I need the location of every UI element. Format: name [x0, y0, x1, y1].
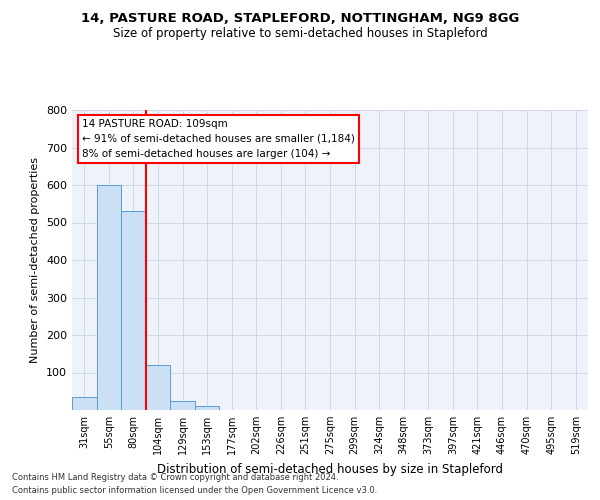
Bar [72, 397, 97, 410]
Bar [97, 185, 121, 410]
Text: 14, PASTURE ROAD, STAPLEFORD, NOTTINGHAM, NG9 8GG: 14, PASTURE ROAD, STAPLEFORD, NOTTINGHAM… [81, 12, 519, 26]
Text: 14 PASTURE ROAD: 109sqm
← 91% of semi-detached houses are smaller (1,184)
8% of : 14 PASTURE ROAD: 109sqm ← 91% of semi-de… [82, 119, 355, 158]
Y-axis label: Number of semi-detached properties: Number of semi-detached properties [31, 157, 40, 363]
Text: Size of property relative to semi-detached houses in Stapleford: Size of property relative to semi-detach… [113, 28, 487, 40]
Bar [195, 406, 220, 410]
Bar [146, 365, 170, 410]
Text: Contains public sector information licensed under the Open Government Licence v3: Contains public sector information licen… [12, 486, 377, 495]
Bar [121, 211, 146, 410]
Text: Contains HM Land Registry data © Crown copyright and database right 2024.: Contains HM Land Registry data © Crown c… [12, 474, 338, 482]
X-axis label: Distribution of semi-detached houses by size in Stapleford: Distribution of semi-detached houses by … [157, 462, 503, 475]
Bar [170, 400, 195, 410]
